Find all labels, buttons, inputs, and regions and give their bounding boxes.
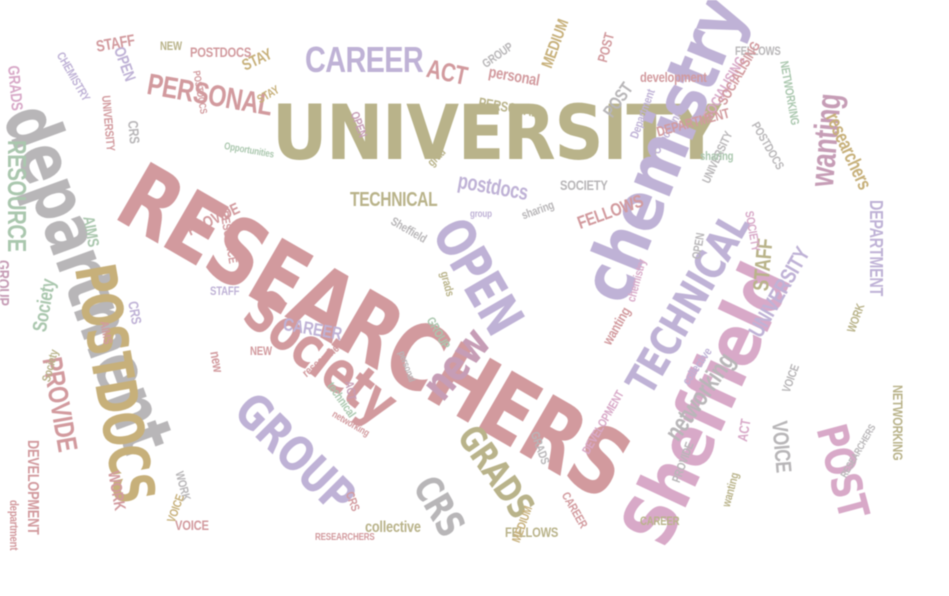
word-networking: NETWORKING: [890, 385, 906, 461]
word-voice: VOICE: [767, 419, 797, 474]
word-university: UNIVERSITY: [272, 88, 721, 177]
word-society: Society: [29, 277, 60, 334]
word-act: ACT: [424, 53, 470, 91]
word-development: DEVELOPMENT: [24, 440, 41, 535]
word-fellows: FELLOWS: [505, 524, 559, 540]
word-crs: CRS: [125, 299, 145, 326]
word-crs: CRS: [342, 489, 363, 513]
word-medium: MEDIUM: [539, 17, 573, 71]
word-aims: AIMS: [97, 319, 116, 346]
word-act: ACT: [734, 417, 754, 443]
word-group: GROUP: [0, 260, 11, 306]
word-university: UNIVERSITY: [99, 94, 118, 152]
word-group: group: [470, 209, 492, 220]
word-career: CAREER: [305, 39, 424, 80]
word-personal: personal: [487, 64, 541, 90]
word-new: NEW: [250, 344, 272, 358]
word-new: new: [207, 349, 227, 374]
word-postdocs: POSTDOCS: [748, 119, 788, 172]
word-post: POST: [594, 31, 618, 64]
word-grads: GRADS: [4, 64, 25, 112]
word-career: CAREER: [640, 514, 680, 528]
word-collective: collective: [365, 519, 421, 536]
word-department: department: [7, 500, 21, 551]
word-postdocs: POSTDOCS: [190, 44, 252, 60]
word-development: development: [640, 69, 707, 85]
word-wanting: wanting: [599, 304, 634, 348]
word-department: DEPARTMENT: [866, 200, 886, 297]
word-researchers: RESEARCHERS: [315, 532, 375, 543]
word-wanting: wanting: [719, 471, 742, 509]
word-staff: STAFF: [94, 32, 137, 56]
word-staff: STAFF: [210, 284, 240, 298]
word-voice: VOICE: [779, 362, 803, 395]
word-sheffield: Sheffield: [388, 214, 430, 246]
word-resource: RESOURCE: [2, 140, 32, 252]
word-technical: TECHNICAL: [350, 189, 438, 211]
word-work: WORK: [844, 301, 868, 335]
word-fellows: FELLOWS: [735, 44, 781, 58]
word-society: SOCIETY: [560, 177, 608, 193]
word-networking: NETWORKING: [777, 59, 803, 127]
word-voice: VOICE: [175, 517, 209, 533]
word-new: NEW: [160, 39, 182, 53]
word-crs: CRS: [125, 119, 143, 145]
word-sharing: sharing: [700, 149, 734, 163]
word-opportunities: Opportunities: [223, 141, 275, 161]
